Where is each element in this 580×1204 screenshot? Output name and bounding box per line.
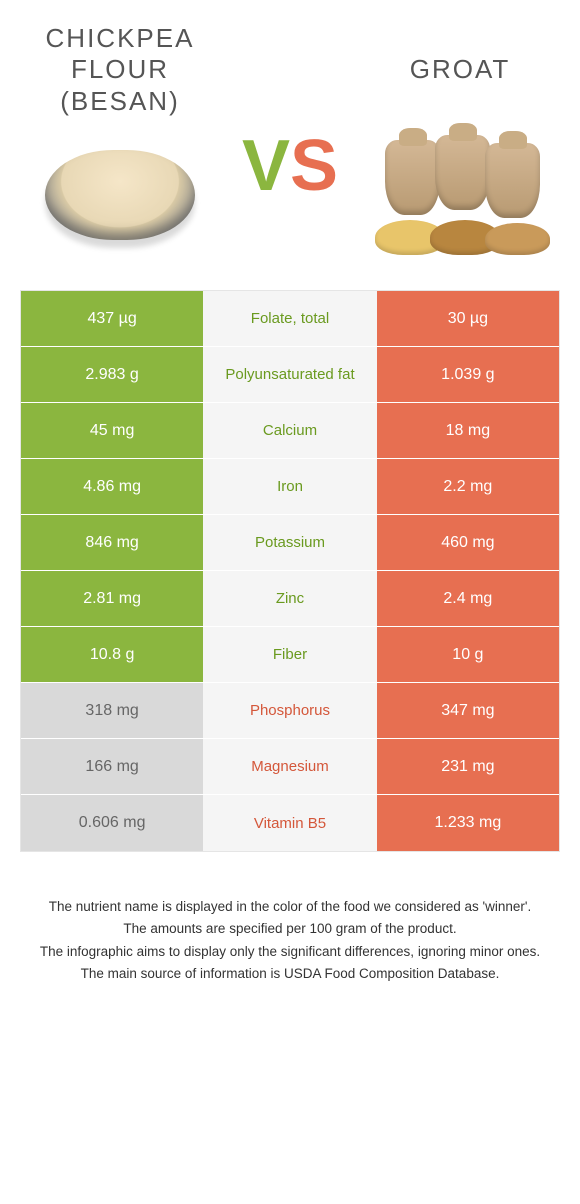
cell-right: 18 mg — [377, 403, 559, 458]
cell-label: Folate, total — [203, 291, 377, 346]
header: CHICKPEA FLOUR (BESAN) VS GROAT — [0, 0, 580, 260]
cell-left: 2.81 mg — [21, 571, 203, 626]
footer-line-4: The main source of information is USDA F… — [25, 964, 555, 984]
cell-left: 846 mg — [21, 515, 203, 570]
cell-left: 437 µg — [21, 291, 203, 346]
table-row: 0.606 mgVitamin B51.233 mg — [21, 795, 559, 851]
cell-right: 1.039 g — [377, 347, 559, 402]
vs-s: S — [290, 126, 338, 206]
table-row: 846 mgPotassium460 mg — [21, 515, 559, 571]
cell-right: 347 mg — [377, 683, 559, 738]
cell-left: 4.86 mg — [21, 459, 203, 514]
cell-left: 45 mg — [21, 403, 203, 458]
vs-label: VS — [242, 130, 338, 202]
cell-left: 318 mg — [21, 683, 203, 738]
cell-label: Zinc — [203, 571, 377, 626]
footer-line-1: The nutrient name is displayed in the co… — [25, 897, 555, 917]
flour-bowl-icon — [45, 150, 195, 240]
cell-left: 2.983 g — [21, 347, 203, 402]
cell-label: Iron — [203, 459, 377, 514]
cell-label: Potassium — [203, 515, 377, 570]
table-row: 437 µgFolate, total30 µg — [21, 291, 559, 347]
nutrition-table: 437 µgFolate, total30 µg2.983 gPolyunsat… — [20, 290, 560, 852]
cell-label: Phosphorus — [203, 683, 377, 738]
table-row: 45 mgCalcium18 mg — [21, 403, 559, 459]
vs-column: VS — [220, 20, 360, 202]
cell-label: Vitamin B5 — [203, 795, 377, 851]
cell-right: 2.4 mg — [377, 571, 559, 626]
cell-label: Polyunsaturated fat — [203, 347, 377, 402]
food-b-column: GROAT — [360, 20, 560, 260]
food-b-image — [370, 130, 550, 260]
cell-left: 166 mg — [21, 739, 203, 794]
food-a-image — [30, 130, 210, 260]
food-b-title: GROAT — [360, 20, 560, 120]
cell-label: Magnesium — [203, 739, 377, 794]
table-row: 2.81 mgZinc2.4 mg — [21, 571, 559, 627]
cell-right: 1.233 mg — [377, 795, 559, 851]
cell-left: 0.606 mg — [21, 795, 203, 851]
table-row: 10.8 gFiber10 g — [21, 627, 559, 683]
food-a-title-l2: FLOUR — [71, 54, 169, 85]
cell-right: 30 µg — [377, 291, 559, 346]
food-a-title-l1: CHICKPEA — [46, 23, 195, 54]
footer-line-3: The infographic aims to display only the… — [25, 942, 555, 962]
food-a-column: CHICKPEA FLOUR (BESAN) — [20, 20, 220, 260]
table-row: 166 mgMagnesium231 mg — [21, 739, 559, 795]
footer-notes: The nutrient name is displayed in the co… — [25, 897, 555, 984]
food-a-title: CHICKPEA FLOUR (BESAN) — [20, 20, 220, 120]
vs-v: V — [242, 126, 290, 206]
table-row: 4.86 mgIron2.2 mg — [21, 459, 559, 515]
food-b-title-text: GROAT — [410, 54, 511, 85]
cell-label: Fiber — [203, 627, 377, 682]
footer-line-2: The amounts are specified per 100 gram o… — [25, 919, 555, 939]
cell-right: 2.2 mg — [377, 459, 559, 514]
groat-sacks-icon — [370, 135, 550, 255]
table-row: 318 mgPhosphorus347 mg — [21, 683, 559, 739]
food-a-title-l3: (BESAN) — [60, 86, 179, 117]
cell-right: 231 mg — [377, 739, 559, 794]
cell-left: 10.8 g — [21, 627, 203, 682]
cell-right: 10 g — [377, 627, 559, 682]
cell-label: Calcium — [203, 403, 377, 458]
table-row: 2.983 gPolyunsaturated fat1.039 g — [21, 347, 559, 403]
cell-right: 460 mg — [377, 515, 559, 570]
